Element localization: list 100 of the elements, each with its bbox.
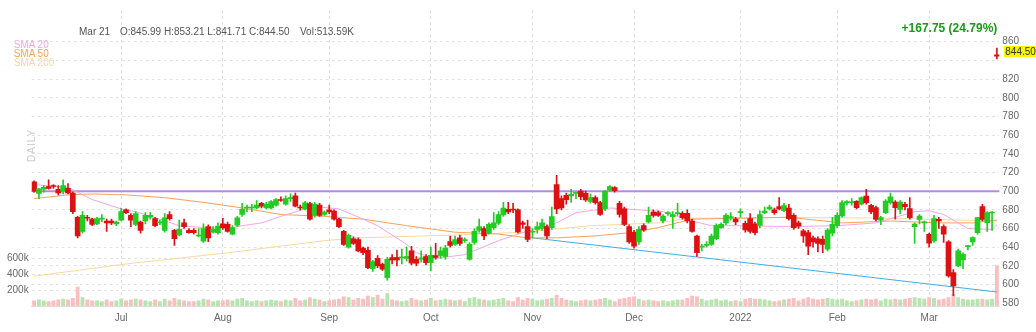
y-tick-label: 700 xyxy=(1002,184,1020,196)
bar xyxy=(854,300,859,306)
bar xyxy=(680,299,685,306)
bar xyxy=(898,299,903,306)
bar xyxy=(196,300,201,306)
bar xyxy=(443,298,448,306)
bar xyxy=(104,299,109,306)
bar xyxy=(211,301,216,306)
bar xyxy=(133,298,138,306)
bar xyxy=(153,299,157,306)
bar xyxy=(428,298,433,306)
bar xyxy=(85,299,90,306)
bar xyxy=(414,299,419,306)
bar xyxy=(907,298,912,306)
bar xyxy=(433,300,438,306)
bar xyxy=(75,286,80,306)
candlestick xyxy=(432,243,439,260)
text: SMA 200 xyxy=(13,57,55,68)
bar xyxy=(704,300,709,306)
y-tick-label: 760 xyxy=(1002,128,1020,140)
bar xyxy=(893,298,898,306)
bar xyxy=(254,300,259,306)
annotation: Vol:513.59K xyxy=(300,26,354,37)
bar xyxy=(341,296,346,306)
y-tick-label: 580 xyxy=(1002,296,1020,308)
bar xyxy=(612,301,617,306)
y-tick-label: 680 xyxy=(1002,203,1020,215)
bar xyxy=(114,300,119,306)
annotation: +167.75 (24.79%) xyxy=(901,21,998,35)
text: SMA 20 xyxy=(13,39,50,50)
bar xyxy=(278,301,283,306)
bar xyxy=(293,298,298,306)
bar xyxy=(283,299,288,306)
bar xyxy=(607,299,612,306)
bar xyxy=(235,298,240,306)
bar xyxy=(225,299,230,306)
y-tick-label: 600 xyxy=(1002,278,1020,290)
bar xyxy=(733,300,738,306)
bar xyxy=(404,300,409,306)
y-tick-label: 820 xyxy=(1002,72,1020,84)
bar xyxy=(530,298,535,306)
bar xyxy=(849,301,854,306)
x-tick-label: 2022 xyxy=(729,311,753,323)
bar xyxy=(172,298,177,306)
bar xyxy=(545,298,549,306)
bar xyxy=(327,300,332,306)
bar xyxy=(782,299,786,306)
bar xyxy=(457,299,462,306)
bar xyxy=(385,293,390,306)
bar xyxy=(143,300,148,306)
bar xyxy=(985,299,990,306)
bar xyxy=(32,300,37,306)
bar xyxy=(346,297,351,306)
bar xyxy=(820,298,825,306)
bar xyxy=(424,299,428,306)
bar xyxy=(177,299,182,306)
bar xyxy=(932,298,936,306)
bar xyxy=(554,294,559,306)
bar xyxy=(56,299,61,306)
x-tick-label: Sep xyxy=(320,311,339,323)
x-tick-label: Aug xyxy=(213,311,232,323)
bar xyxy=(375,294,380,306)
bar xyxy=(772,301,777,306)
candlestick xyxy=(568,188,574,203)
bar xyxy=(61,298,66,306)
bar xyxy=(206,299,211,306)
y2-tick-label: 600k xyxy=(7,251,30,263)
text: SMA 50 xyxy=(13,48,49,59)
bar xyxy=(980,298,985,306)
x-tick-label: Dec xyxy=(625,311,643,323)
bar xyxy=(525,298,530,306)
bar xyxy=(506,300,511,306)
bar xyxy=(922,298,927,306)
bar xyxy=(128,299,133,306)
y2-tick-label: 400k xyxy=(7,267,30,279)
x-tick-label: Jul xyxy=(114,311,128,323)
bar xyxy=(390,299,395,306)
bar xyxy=(496,298,501,306)
y-tick-label: 660 xyxy=(1002,222,1020,234)
bar xyxy=(472,297,477,306)
bar xyxy=(912,297,917,306)
bar xyxy=(641,300,646,306)
bar xyxy=(675,299,680,306)
text: 844.50 xyxy=(1004,46,1036,57)
bar xyxy=(312,298,317,306)
y-tick-label: 720 xyxy=(1002,166,1020,178)
bar xyxy=(41,300,46,306)
bar xyxy=(162,298,167,306)
bar xyxy=(941,298,946,306)
bar xyxy=(564,299,569,306)
annotation: O:845.99 H:853.21 L:841.71 C:844.50 xyxy=(120,26,290,37)
bar xyxy=(864,298,869,306)
bar xyxy=(622,298,627,306)
y-tick-label: 800 xyxy=(1002,91,1020,103)
bar xyxy=(801,298,806,306)
bar xyxy=(303,299,307,306)
bar xyxy=(743,298,748,306)
y-tick-label: 780 xyxy=(1002,110,1020,122)
bar xyxy=(956,297,961,306)
bar xyxy=(167,300,172,306)
